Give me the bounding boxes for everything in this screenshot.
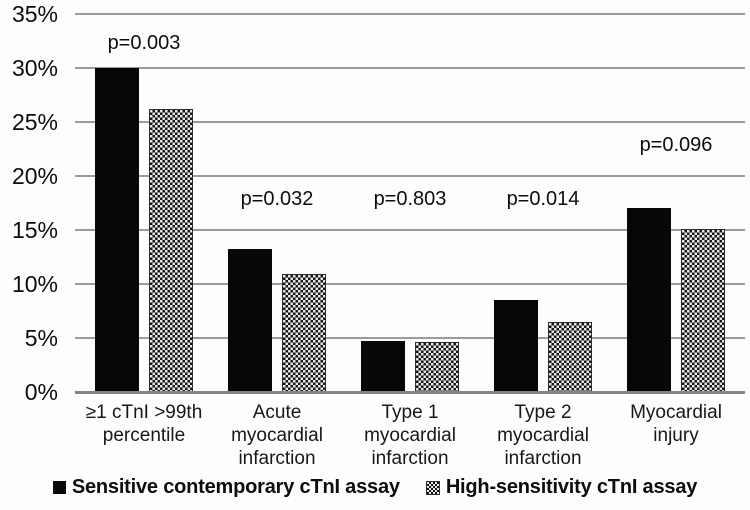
y-axis-tick-label: 5% [24, 325, 58, 351]
legend-label-sensitive-contemporary-ctni-assay: Sensitive contemporary cTnI assay [71, 476, 400, 498]
gridline-35pct [75, 13, 745, 15]
y-axis-tick-label: 25% [11, 109, 58, 135]
bar-sensitive-contemporary-ctni-assay-1 [95, 68, 139, 392]
x-axis-category-label-4: Type 2 myocardial infarction [497, 402, 589, 469]
p-value-annotation-4: p=0.014 [506, 188, 580, 210]
bar-sensitive-contemporary-ctni-assay-4 [494, 300, 538, 392]
bar-high-sensitivity-ctni-assay-1 [149, 109, 193, 392]
p-value-annotation-3: p=0.803 [373, 188, 447, 210]
y-axis-tick-label: 20% [11, 163, 58, 189]
y-axis-tick-label: 35% [11, 1, 58, 27]
legend-checker-swatch-icon [425, 480, 440, 495]
gridline-25pct [75, 121, 745, 123]
x-axis-category-label-1: ≥1 cTnI >99th percentile [85, 402, 203, 446]
x-axis-category-label-3: Type 1 myocardial infarction [364, 402, 456, 469]
p-value-annotation-5: p=0.096 [639, 134, 713, 156]
bar-high-sensitivity-ctni-assay-2 [282, 274, 326, 392]
x-axis-category-label-2: Acute myocardial infarction [231, 402, 323, 469]
legend: Sensitive contemporary cTnI assay High-se… [0, 476, 750, 499]
p-value-annotation-2: p=0.032 [240, 188, 314, 210]
gridline-30pct [75, 67, 745, 69]
gridline-10pct [75, 283, 745, 285]
bar-sensitive-contemporary-ctni-assay-5 [627, 208, 671, 392]
bar-sensitive-contemporary-ctni-assay-2 [228, 249, 272, 392]
bar-sensitive-contemporary-ctni-assay-3 [361, 341, 405, 392]
x-axis-category-label-5: Myocardial injury [630, 402, 722, 446]
gridline-5pct [75, 337, 745, 339]
y-axis-tick-label: 15% [11, 217, 58, 243]
p-value-annotation-1: p=0.003 [107, 32, 181, 54]
gridline-15pct [75, 229, 745, 231]
bar-high-sensitivity-ctni-assay-3 [415, 342, 459, 392]
bar-high-sensitivity-ctni-assay-4 [548, 321, 592, 392]
legend-solid-swatch-icon [52, 481, 66, 494]
legend-item-sensitive-contemporary-ctni-assay: Sensitive contemporary cTnI assay [52, 476, 400, 499]
y-axis-tick-label: 30% [11, 55, 58, 81]
y-axis-tick-label: 10% [11, 271, 58, 297]
bar-high-sensitivity-ctni-assay-5 [681, 228, 725, 392]
y-axis-tick-label: 0% [24, 379, 58, 405]
x-axis-baseline [75, 391, 745, 394]
legend-item-high-sensitivity-ctni-assay: High-sensitivity cTnI assay [425, 476, 698, 499]
legend-label-high-sensitivity-ctni-assay: High-sensitivity cTnI assay [445, 476, 698, 498]
gridline-20pct [75, 175, 745, 177]
